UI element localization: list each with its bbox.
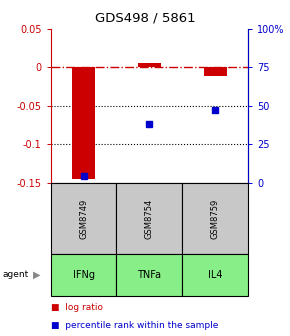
Text: ■  log ratio: ■ log ratio — [51, 303, 103, 312]
Text: GSM8754: GSM8754 — [145, 198, 154, 239]
Bar — [204, 67, 226, 77]
Bar — [51, 183, 117, 254]
Text: IL4: IL4 — [208, 270, 222, 280]
Text: IFNg: IFNg — [72, 270, 95, 280]
Text: GSM8759: GSM8759 — [211, 198, 220, 239]
Bar — [138, 64, 161, 67]
Text: ■  percentile rank within the sample: ■ percentile rank within the sample — [51, 322, 218, 330]
Bar — [117, 254, 182, 296]
Text: ▶: ▶ — [32, 270, 40, 280]
Bar — [182, 254, 248, 296]
Bar — [72, 67, 95, 179]
Bar — [117, 183, 182, 254]
Text: GDS498 / 5861: GDS498 / 5861 — [95, 12, 195, 25]
Bar — [182, 183, 248, 254]
Text: agent: agent — [3, 270, 29, 279]
Text: TNFa: TNFa — [137, 270, 161, 280]
Text: GSM8749: GSM8749 — [79, 198, 88, 239]
Bar — [51, 254, 117, 296]
